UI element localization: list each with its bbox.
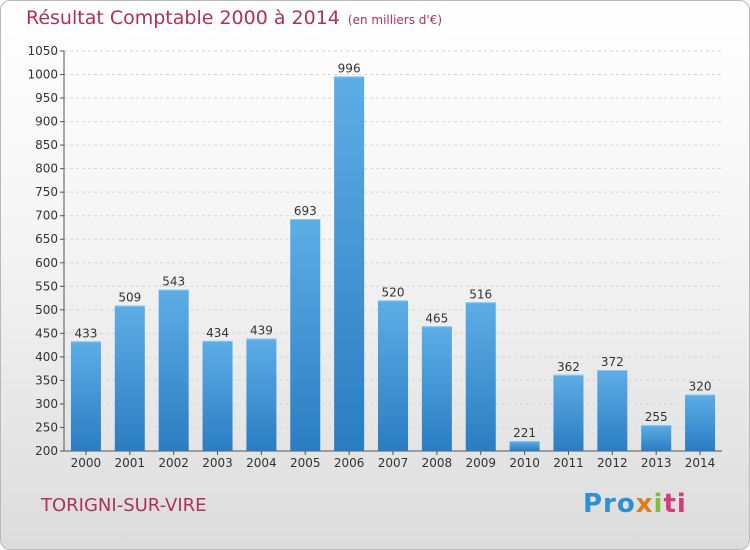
bar-value-label: 433 [74,326,97,340]
bar-value-label: 520 [382,285,405,299]
x-tick-label: 2006 [334,456,365,470]
title-text: Résultat Comptable 2000 à 2014 [26,7,340,29]
y-tick-label: 550 [35,279,58,293]
bar [158,289,189,451]
y-tick-label: 850 [35,138,58,152]
y-tick-label: 650 [35,232,58,246]
logo-part-1: Pro [583,489,636,519]
bar [378,300,408,451]
bar-value-label: 543 [162,275,185,289]
bar-value-label: 439 [250,324,273,338]
y-tick-label: 500 [35,303,58,317]
bar-value-label: 465 [425,311,448,325]
bar-value-label: 255 [645,410,668,424]
bar-value-label: 434 [206,326,229,340]
proxiti-logo: Proxiti [583,489,687,519]
y-tick-label: 1050 [27,44,58,58]
y-tick-label: 900 [35,115,58,129]
logo-part-3: i [653,489,664,519]
bar [421,326,452,451]
logo-part-2: x [635,489,654,519]
bar-value-label: 320 [689,380,712,394]
bar-value-label: 996 [338,61,361,75]
bar-value-label: 693 [294,204,317,218]
y-tick-label: 950 [35,91,58,105]
x-tick-label: 2002 [158,456,189,470]
chart-title: Résultat Comptable 2000 à 2014 (en millie… [26,7,442,29]
y-tick-label: 600 [35,256,58,270]
bar-value-label: 221 [513,426,536,440]
x-tick-label: 2005 [290,456,321,470]
x-tick-label: 2013 [641,456,672,470]
bar [334,76,365,451]
x-tick-label: 2014 [685,456,716,470]
y-tick-label: 750 [35,185,58,199]
y-tick-label: 800 [35,162,58,176]
bar [114,305,145,451]
y-tick-label: 250 [35,420,58,434]
x-tick-label: 2012 [597,456,628,470]
bar-value-label: 509 [118,291,141,305]
x-tick-label: 2000 [71,456,102,470]
y-tick-label: 300 [35,397,58,411]
y-tick-label: 350 [35,373,58,387]
bar [597,370,628,451]
x-tick-label: 2008 [422,456,453,470]
x-tick-label: 2003 [202,456,233,470]
bar [465,302,496,451]
x-tick-label: 2011 [553,456,584,470]
bar-value-label: 362 [557,360,580,374]
bar-value-label: 516 [469,287,492,301]
y-tick-label: 700 [35,209,58,223]
bar [553,374,584,451]
bar [202,340,233,451]
y-tick-label: 1000 [27,68,58,82]
bar [641,425,672,451]
y-tick-label: 450 [35,326,58,340]
bar-value-label: 372 [601,355,624,369]
bar [685,394,716,451]
y-tick-label: 200 [35,444,58,458]
y-tick-label: 400 [35,350,58,364]
bar [70,341,101,451]
x-tick-label: 2009 [465,456,496,470]
x-tick-label: 2007 [378,456,409,470]
title-unit: (en milliers d'€) [347,13,443,27]
x-tick-label: 2010 [509,456,540,470]
commune-name: TORIGNI-SUR-VIRE [41,495,207,516]
x-tick-label: 2001 [115,456,146,470]
bar [246,338,277,451]
bar [509,441,540,451]
x-tick-label: 2004 [246,456,277,470]
bar [290,219,321,451]
logo-part-4: ti [663,489,687,519]
